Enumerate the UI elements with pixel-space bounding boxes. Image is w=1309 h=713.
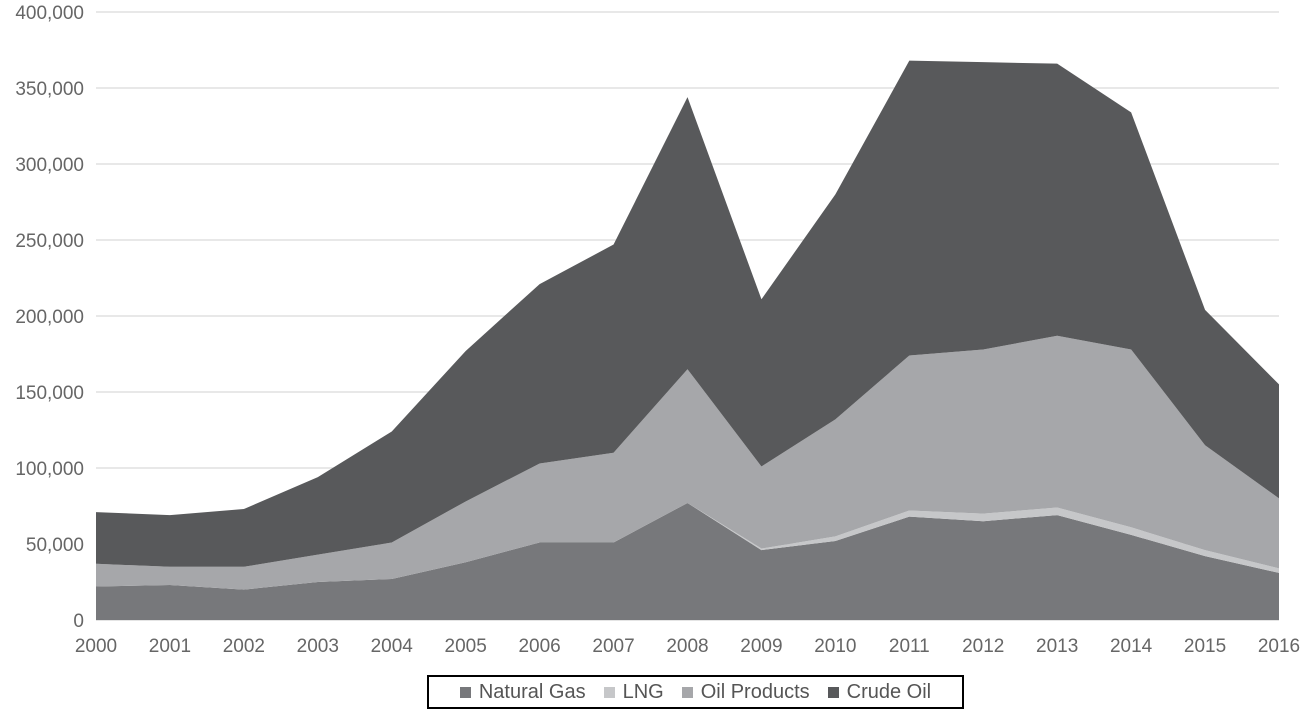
x-tick-label: 2009	[740, 636, 782, 657]
area-oil-products	[96, 335, 1279, 590]
x-tick-label: 2002	[223, 636, 265, 657]
y-tick-label: 0	[73, 611, 84, 632]
legend-swatch	[681, 686, 693, 698]
x-tick-label: 2004	[371, 636, 414, 657]
x-tick-label: 2001	[149, 636, 191, 657]
legend-swatch	[459, 686, 471, 698]
legend-swatch	[827, 686, 839, 698]
legend-label: Natural Gas	[478, 680, 586, 703]
legend-item-natural-gas: Natural Gas	[459, 680, 586, 704]
x-tick-label: 2007	[592, 636, 634, 657]
area-natural-gas	[96, 502, 1279, 620]
legend-item-crude-oil: Crude Oil	[827, 680, 932, 704]
x-tick-label: 2000	[75, 636, 117, 657]
y-tick-label: 100,000	[15, 459, 84, 480]
x-tick-label: 2008	[666, 636, 708, 657]
x-tick-label: 2011	[889, 636, 930, 657]
legend: Natural Gas LNG Oil Products Crude Oil	[427, 675, 964, 709]
x-tick-label: 2015	[1184, 636, 1226, 657]
y-tick-label: 200,000	[15, 307, 84, 328]
legend-swatch	[603, 686, 615, 698]
legend-label: LNG	[622, 680, 664, 703]
y-tick-label: 50,000	[26, 535, 84, 556]
x-tick-label: 2003	[297, 636, 339, 657]
y-tick-label: 400,000	[15, 3, 84, 24]
legend-label: Oil Products	[700, 680, 810, 703]
area-crude-oil	[96, 60, 1279, 567]
y-axis-ticks: 0 50,000 100,000 150,000 200,000 250,000 300,0…	[15, 3, 84, 632]
legend-label: Crude Oil	[846, 680, 932, 703]
y-tick-label: 350,000	[15, 79, 84, 100]
x-tick-label: 2010	[814, 636, 856, 657]
y-tick-label: 150,000	[15, 383, 84, 404]
x-tick-label: 2016	[1258, 636, 1300, 657]
x-tick-label: 2012	[962, 636, 1004, 657]
area-chart: 0 50,000 100,000 150,000 200,000 250,000 300,0…	[15, 3, 1300, 657]
y-tick-label: 250,000	[15, 231, 84, 252]
x-axis-ticks: 2000 2001 2002 2003 2004 2005 2006 2007 2008 2009…	[75, 636, 1300, 657]
x-tick-label: 2013	[1036, 636, 1078, 657]
x-tick-label: 2014	[1110, 636, 1153, 657]
series-areas	[96, 60, 1279, 620]
x-tick-label: 2005	[445, 636, 487, 657]
y-tick-label: 300,000	[15, 155, 84, 176]
x-tick-label: 2006	[518, 636, 560, 657]
legend-item-lng: LNG	[603, 680, 664, 704]
legend-item-oil-products: Oil Products	[681, 680, 810, 704]
